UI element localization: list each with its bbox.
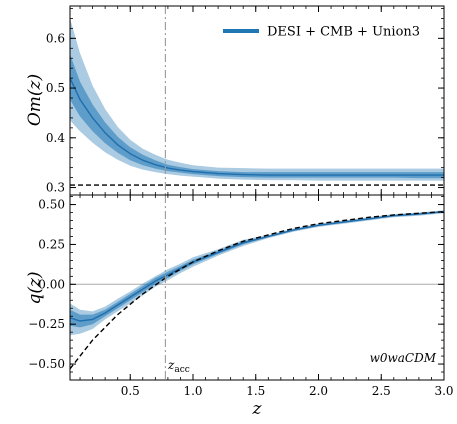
top-y-axis-label: Om(z) xyxy=(25,74,45,126)
xtick-label: 1.0 xyxy=(183,384,202,398)
top-ytick-label: 0.3 xyxy=(46,181,65,195)
legend-label: DESI + CMB + Union3 xyxy=(267,25,420,40)
xtick-label: 1.5 xyxy=(246,384,265,398)
top-ytick-label: 0.6 xyxy=(46,31,65,45)
bottom-ytick-label: 0.25 xyxy=(38,237,65,251)
bottom-ytick-label: −0.25 xyxy=(28,317,65,331)
bottom-panel-frame xyxy=(69,194,445,381)
q-reference-curve xyxy=(70,211,444,370)
bottom-y-axis-label: q(z) xyxy=(25,271,45,304)
xtick-label: 2.5 xyxy=(372,384,391,398)
bottom-plot-area xyxy=(70,195,444,380)
top-ytick-label: 0.4 xyxy=(46,131,65,145)
legend: DESI + CMB + Union3 xyxy=(223,25,420,40)
bottom-ytick-label: 0.50 xyxy=(38,198,65,212)
bottom-ytick-label: −0.50 xyxy=(28,357,65,371)
xtick-label: 3.0 xyxy=(434,384,453,398)
xtick-label: 0.5 xyxy=(121,384,140,398)
bottom-panel: −0.50 −0.25 0.00 0.25 0.50 0.5 1.0 1.5 2.0 2.5 3.… xyxy=(25,194,454,419)
om-median-line xyxy=(70,77,444,176)
q-band-68 xyxy=(70,210,444,328)
xtick-label: 2.0 xyxy=(309,384,328,398)
bottom-y-ticks: −0.50 −0.25 0.00 0.25 0.50 xyxy=(28,196,444,373)
model-annotation: w0waCDM xyxy=(370,351,437,365)
top-y-ticks: 0.3 0.4 0.5 0.6 xyxy=(46,8,444,195)
top-panel: 0.3 0.4 0.5 0.6 Om(z) DESI + CMB + Union3 xyxy=(25,5,445,196)
zacc-annotation: zacc xyxy=(167,358,190,375)
bottom-x-ticks: 0.5 1.0 1.5 2.0 2.5 3.0 xyxy=(79,195,454,398)
top-plot-area xyxy=(70,6,444,195)
x-axis-label: z xyxy=(252,399,263,419)
top-ytick-label: 0.5 xyxy=(46,81,65,95)
q-band-95 xyxy=(70,210,444,336)
bottom-ytick-label: 0.00 xyxy=(38,277,65,291)
